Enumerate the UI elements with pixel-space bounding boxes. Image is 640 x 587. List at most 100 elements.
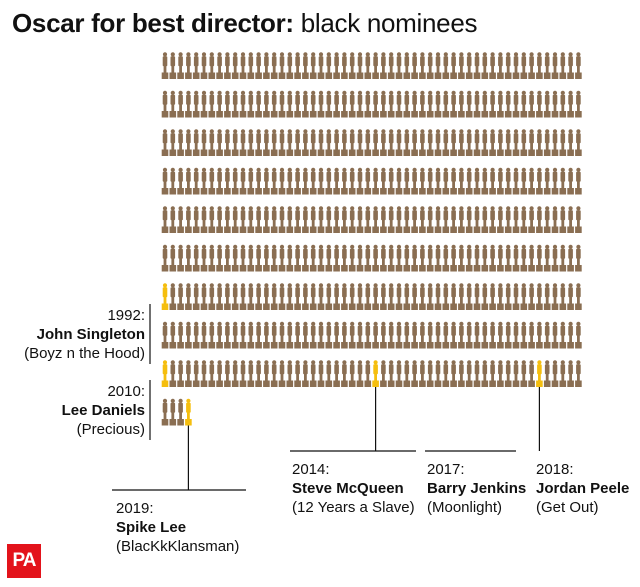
oscar-statuette-icon	[481, 360, 489, 387]
oscar-statuette-icon	[341, 90, 348, 118]
oscar-statuette-icon	[356, 129, 364, 156]
oscar-statuette-icon	[286, 52, 294, 79]
nominee-name: Lee Daniels	[61, 402, 145, 419]
oscar-statuette-icon	[403, 360, 411, 387]
oscar-statuette-icon	[434, 283, 442, 310]
oscar-statuette-icon	[465, 52, 473, 79]
oscar-statuette-icon	[543, 129, 551, 156]
oscar-statuette-icon	[380, 283, 387, 310]
oscar-statuette-icon	[481, 321, 489, 349]
oscar-statuette-icon	[192, 283, 200, 310]
oscar-statuette-icon	[551, 244, 559, 272]
nominee-name: John Singleton	[36, 326, 145, 343]
oscar-statuette-icon	[512, 244, 520, 272]
oscar-statuette-icon	[450, 129, 457, 156]
oscar-statuette-highlight-icon	[185, 398, 192, 426]
oscar-statuette-icon	[497, 360, 504, 387]
oscar-statuette-icon	[341, 360, 348, 387]
oscar-statuette-icon	[411, 206, 418, 233]
nominee-year: 2010:	[107, 383, 145, 400]
oscar-statuette-icon	[255, 244, 262, 272]
oscar-statuette-icon	[255, 52, 262, 79]
oscar-statuette-highlight-icon	[161, 360, 169, 387]
oscar-statuette-icon	[442, 244, 450, 272]
oscar-statuette-icon	[286, 321, 294, 349]
oscar-statuette-icon	[419, 206, 426, 233]
oscar-statuette-icon	[255, 129, 262, 156]
nominee-film: (Boyz n the Hood)	[24, 345, 145, 362]
oscar-statuette-icon	[270, 52, 278, 79]
oscar-statuette-icon	[442, 129, 450, 156]
oscar-statuette-icon	[426, 90, 434, 118]
oscar-statuette-icon	[255, 206, 262, 233]
oscar-statuette-icon	[364, 244, 372, 272]
oscar-statuette-icon	[372, 321, 379, 349]
oscar-statuette-icon	[567, 52, 574, 79]
oscar-statuette-icon	[200, 206, 208, 233]
oscar-statuette-icon	[200, 321, 208, 349]
oscar-statuette-icon	[364, 90, 372, 118]
oscar-statuette-icon	[270, 321, 278, 349]
oscar-statuette-icon	[294, 167, 301, 195]
oscar-statuette-icon	[333, 283, 340, 310]
oscar-statuette-icon	[333, 90, 340, 118]
oscar-statuette-icon	[543, 206, 551, 233]
nominee-jordan-peele: 2018: Jordan Peele (Get Out)	[536, 460, 629, 517]
oscar-statuette-icon	[536, 244, 543, 272]
oscar-statuette-icon	[473, 167, 481, 195]
oscar-statuette-icon	[169, 360, 177, 387]
oscar-statuette-icon	[504, 283, 512, 310]
oscar-statuette-icon	[512, 206, 520, 233]
oscar-statuette-icon	[341, 52, 348, 79]
oscar-statuette-icon	[575, 360, 582, 387]
oscar-statuette-icon	[185, 283, 192, 310]
oscar-statuette-icon	[341, 129, 348, 156]
oscar-statuette-icon	[419, 283, 426, 310]
oscar-statuette-icon	[247, 360, 255, 387]
oscar-statuette-icon	[255, 360, 262, 387]
oscar-statuette-icon	[192, 244, 200, 272]
oscar-statuette-icon	[395, 206, 403, 233]
oscar-statuette-icon	[231, 321, 239, 349]
oscar-statuette-icon	[434, 244, 442, 272]
oscar-statuette-icon	[450, 90, 457, 118]
oscar-statuette-icon	[536, 90, 543, 118]
oscar-statuette-icon	[169, 206, 177, 233]
oscar-statuette-icon	[177, 321, 184, 349]
nominee-year: 2019:	[116, 500, 154, 517]
oscar-statuette-icon	[348, 283, 356, 310]
oscar-statuette-icon	[520, 167, 528, 195]
oscar-statuette-icon	[504, 321, 512, 349]
oscar-statuette-icon	[372, 206, 379, 233]
oscar-statuette-icon	[489, 167, 496, 195]
oscar-statuette-icon	[263, 206, 270, 233]
oscar-statuette-icon	[387, 360, 395, 387]
oscar-statuette-icon	[348, 206, 356, 233]
oscar-statuette-icon	[216, 52, 223, 79]
oscar-statuette-icon	[458, 90, 465, 118]
nominee-year: 2018:	[536, 461, 574, 478]
oscar-statuette-icon	[224, 283, 231, 310]
oscar-statuette-icon	[333, 244, 340, 272]
oscar-statuette-icon	[177, 129, 184, 156]
oscar-statuette-icon	[247, 52, 255, 79]
oscar-statuette-icon	[403, 321, 411, 349]
oscar-statuette-icon	[551, 206, 559, 233]
oscar-statuette-icon	[341, 283, 348, 310]
oscar-statuette-icon	[551, 129, 559, 156]
oscar-statuette-icon	[294, 244, 301, 272]
oscar-statuette-icon	[567, 360, 574, 387]
oscar-statuette-icon	[325, 129, 333, 156]
oscar-statuette-icon	[528, 129, 535, 156]
nominee-film: (12 Years a Slave)	[292, 499, 415, 516]
oscar-statuette-icon	[185, 129, 192, 156]
oscar-statuette-icon	[497, 206, 504, 233]
oscar-statuette-icon	[567, 321, 574, 349]
oscar-statuette-icon	[161, 167, 169, 195]
oscar-statuette-icon	[192, 167, 200, 195]
nominee-name: Steve McQueen	[292, 480, 404, 497]
oscar-statuette-icon	[551, 90, 559, 118]
oscar-statuette-icon	[481, 206, 489, 233]
oscar-statuette-icon	[575, 52, 582, 79]
oscar-statuette-icon	[309, 167, 317, 195]
